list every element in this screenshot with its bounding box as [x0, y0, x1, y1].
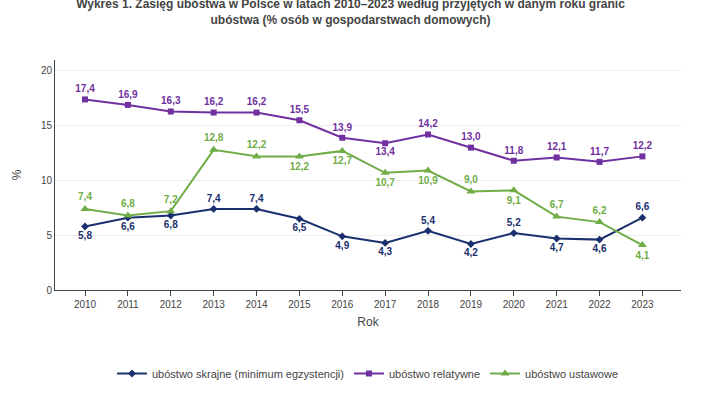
svg-text:2019: 2019: [460, 299, 483, 310]
svg-text:2014: 2014: [245, 299, 268, 310]
svg-text:15,5: 15,5: [290, 104, 310, 115]
svg-text:7,2: 7,2: [164, 194, 178, 205]
svg-text:16,3: 16,3: [161, 95, 181, 106]
svg-text:7,4: 7,4: [250, 193, 264, 204]
svg-text:5: 5: [46, 230, 52, 241]
svg-text:16,9: 16,9: [118, 89, 138, 100]
svg-text:%: %: [10, 169, 24, 180]
svg-text:6,2: 6,2: [593, 205, 607, 216]
svg-text:17,4: 17,4: [75, 83, 95, 94]
svg-text:0: 0: [46, 285, 52, 296]
svg-text:6,5: 6,5: [292, 222, 306, 233]
svg-text:6,7: 6,7: [550, 199, 564, 210]
svg-text:11,7: 11,7: [590, 146, 609, 157]
svg-text:ubóstwo skrajne (minimum egzys: ubóstwo skrajne (minimum egzystencji): [152, 368, 344, 380]
svg-text:2016: 2016: [331, 299, 354, 310]
svg-text:12,7: 12,7: [333, 155, 353, 166]
svg-text:12,2: 12,2: [247, 139, 267, 150]
svg-text:9,0: 9,0: [464, 174, 478, 185]
svg-text:13,0: 13,0: [461, 131, 481, 142]
svg-text:4,9: 4,9: [335, 240, 349, 251]
svg-text:20: 20: [41, 65, 53, 76]
svg-text:13,9: 13,9: [333, 122, 353, 133]
svg-text:2017: 2017: [374, 299, 397, 310]
svg-text:12,2: 12,2: [633, 140, 653, 151]
svg-text:2021: 2021: [546, 299, 569, 310]
svg-text:6,6: 6,6: [121, 221, 135, 232]
svg-text:7,4: 7,4: [78, 191, 92, 202]
svg-text:5,2: 5,2: [507, 217, 521, 228]
svg-text:2018: 2018: [417, 299, 440, 310]
svg-text:5,4: 5,4: [421, 215, 435, 226]
svg-text:16,2: 16,2: [247, 96, 267, 107]
svg-text:2011: 2011: [117, 299, 139, 310]
svg-text:4,2: 4,2: [464, 247, 478, 258]
svg-text:2012: 2012: [160, 299, 183, 310]
svg-text:6,8: 6,8: [164, 219, 178, 230]
svg-text:13,4: 13,4: [375, 146, 395, 157]
svg-text:ubóstwo ustawowe: ubóstwo ustawowe: [525, 368, 618, 380]
svg-text:2023: 2023: [631, 299, 654, 310]
svg-text:9,1: 9,1: [507, 195, 521, 206]
svg-text:12,2: 12,2: [290, 161, 310, 172]
svg-text:12,1: 12,1: [547, 141, 567, 152]
svg-text:2020: 2020: [503, 299, 526, 310]
svg-text:4,6: 4,6: [593, 243, 607, 254]
svg-text:2013: 2013: [203, 299, 226, 310]
svg-text:6,8: 6,8: [121, 198, 135, 209]
svg-text:10: 10: [41, 175, 53, 186]
svg-text:12,8: 12,8: [204, 132, 224, 143]
svg-text:ubóstwo relatywne: ubóstwo relatywne: [389, 368, 480, 380]
svg-text:14,2: 14,2: [418, 118, 438, 129]
svg-text:Wykres 1. Zasięg ubóstwa w Pol: Wykres 1. Zasięg ubóstwa w Polsce w lata…: [76, 0, 625, 27]
svg-text:Rok: Rok: [357, 315, 379, 329]
svg-text:2015: 2015: [288, 299, 311, 310]
svg-text:10,7: 10,7: [375, 177, 395, 188]
svg-text:7,4: 7,4: [207, 193, 221, 204]
svg-text:11,8: 11,8: [504, 145, 523, 156]
svg-text:16,2: 16,2: [204, 96, 224, 107]
svg-text:10,9: 10,9: [418, 175, 438, 186]
svg-text:6,6: 6,6: [635, 201, 649, 212]
svg-text:2022: 2022: [588, 299, 611, 310]
svg-text:4,7: 4,7: [550, 242, 564, 253]
svg-text:4,1: 4,1: [635, 250, 649, 261]
svg-text:5,8: 5,8: [78, 230, 92, 241]
svg-text:15: 15: [41, 120, 53, 131]
svg-text:4,3: 4,3: [378, 246, 392, 257]
svg-text:2010: 2010: [74, 299, 97, 310]
